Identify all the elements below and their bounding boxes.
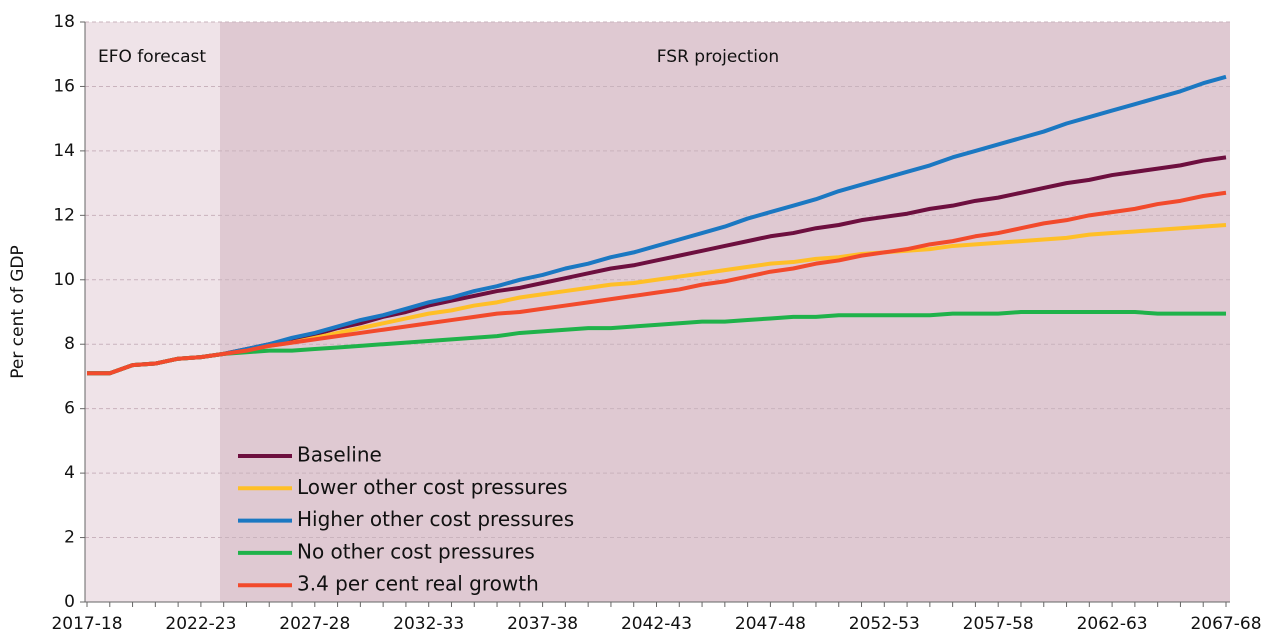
x-tick-label: 2062-63 — [1077, 614, 1148, 634]
x-tick-label: 2027-28 — [279, 614, 350, 634]
series-line — [87, 190, 1227, 376]
legend-label: No other cost pressures — [297, 539, 535, 563]
x-tick-label: 2047-48 — [735, 614, 806, 634]
annotation: EFO forecast — [98, 47, 206, 67]
forecast-shading — [85, 22, 220, 602]
y-axis-label: Per cent of GDP — [8, 245, 28, 378]
y-tick-label: 8 — [64, 334, 75, 354]
y-tick-label: 12 — [53, 205, 75, 225]
x-tick-label: 2037-38 — [507, 614, 578, 634]
legend-label: 3.4 per cent real growth — [297, 572, 539, 596]
y-tick-label: 0 — [64, 592, 75, 612]
legend-label: Lower other cost pressures — [297, 475, 568, 499]
legend-label: Baseline — [297, 443, 382, 467]
annotation: FSR projection — [657, 47, 779, 67]
y-tick-label: 14 — [53, 141, 75, 161]
y-tick-label: 18 — [53, 12, 75, 32]
x-tick-label: 2032-33 — [393, 614, 464, 634]
y-tick-label: 10 — [53, 270, 75, 290]
x-tick-label: 2017-18 — [51, 614, 122, 634]
series-line — [87, 74, 1227, 376]
y-tick-label: 4 — [64, 463, 75, 483]
x-tick-label: 2042-43 — [621, 614, 692, 634]
y-tick-label: 16 — [53, 76, 75, 96]
legend-label: Higher other cost pressures — [297, 507, 574, 531]
series-line — [87, 310, 1226, 376]
x-tick-label: 2057-58 — [963, 614, 1034, 634]
y-tick-label: 6 — [64, 399, 75, 419]
x-tick-label: 2052-53 — [849, 614, 920, 634]
y-tick-label: 2 — [64, 528, 75, 548]
x-tick-label: 2067-68 — [1190, 614, 1261, 634]
x-tick-label: 2022-23 — [165, 614, 236, 634]
